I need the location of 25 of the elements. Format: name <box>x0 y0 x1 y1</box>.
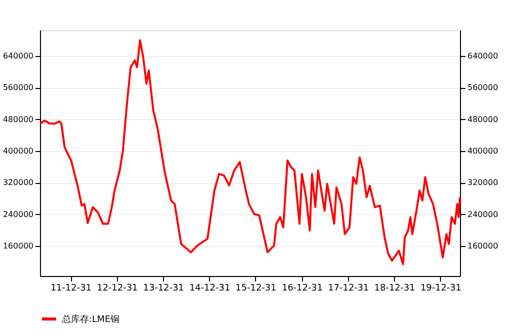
y-tick-label: 320000 <box>2 178 34 188</box>
legend-label: 总库存:LME铜 <box>61 314 120 325</box>
y-tick-label: 160000 <box>2 241 34 250</box>
y2-tick-label: 480000 <box>468 114 498 124</box>
line-series <box>39 39 461 266</box>
x-tick-label: 12-12-31 <box>96 284 138 294</box>
y-tick-label: 400000 <box>2 146 34 156</box>
y2-tick-label: 320000 <box>468 178 498 188</box>
y2-tick-label: 560000 <box>468 83 498 92</box>
x-tick-label: 15-12-31 <box>236 284 276 294</box>
x-tick-label: 14-12-31 <box>189 284 230 294</box>
x-tick-label: 19-12-31 <box>420 284 462 294</box>
x-tick-label: 13-12-31 <box>143 284 184 294</box>
y2-tick-label: 160000 <box>468 241 498 250</box>
y-tick-label: 240000 <box>2 210 34 219</box>
x-tick-label: 11-12-31 <box>50 284 92 294</box>
y-tick-label: 480000 <box>2 114 34 124</box>
y-tick-label: 560000 <box>2 83 34 92</box>
y-tick-label: 640000 <box>2 52 34 61</box>
x-tick-label: 16-12-31 <box>282 284 323 294</box>
x-tick-label: 18-12-31 <box>374 284 416 294</box>
x-tick-label: 17-12-31 <box>328 284 369 294</box>
y2-tick-label: 240000 <box>468 210 498 219</box>
y2-tick-label: 400000 <box>468 146 498 156</box>
y2-tick-label: 640000 <box>468 52 498 61</box>
